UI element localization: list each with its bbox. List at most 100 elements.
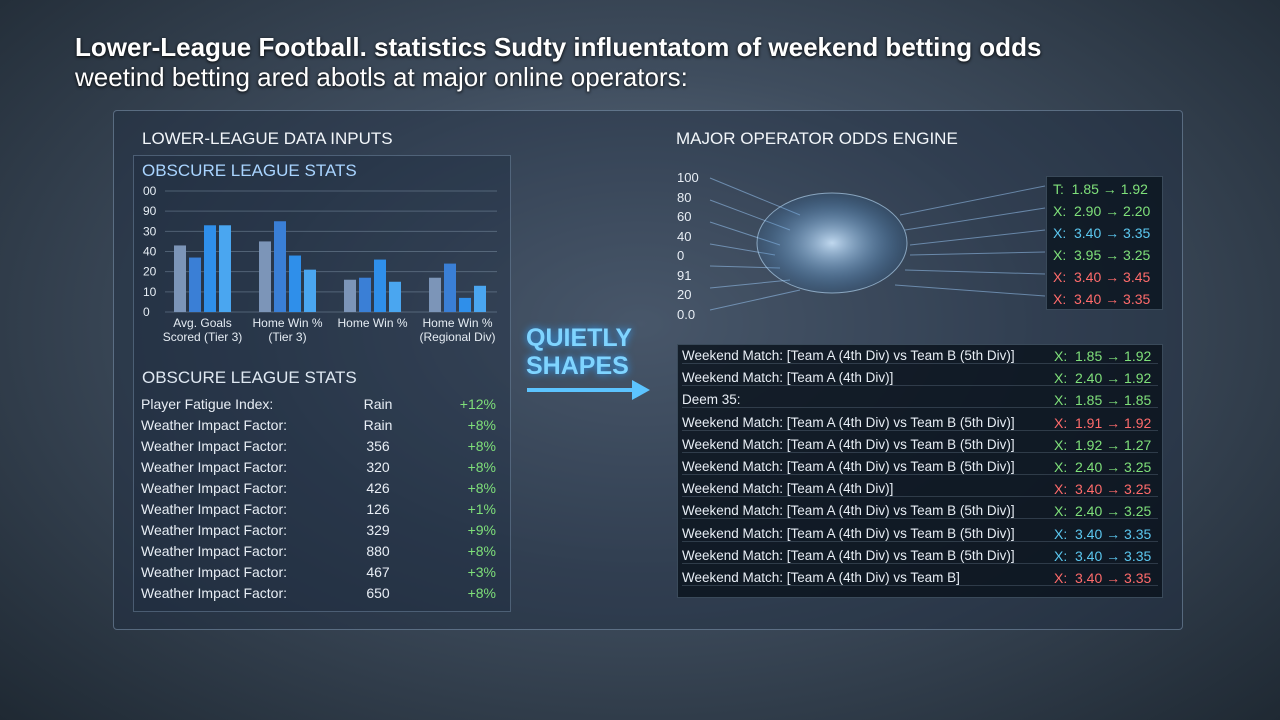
bar: [344, 279, 356, 312]
x-tick-label: Home Win % (Tier 3): [252, 316, 323, 344]
match-list: Weekend Match: [Team A (4th Div) vs Team…: [677, 344, 1163, 598]
bar: [289, 255, 301, 312]
title-line: weetind betting ared abotls at major onl…: [75, 62, 688, 92]
bar: [374, 259, 386, 312]
engine-scale-label: 80: [677, 189, 692, 205]
stat-label: Player Fatigue Index:: [141, 396, 274, 412]
odds-tile: X: 3.40 → 3.35: [1053, 291, 1151, 307]
bar: [174, 245, 186, 312]
stat-value: 880: [366, 543, 390, 559]
match-name: Weekend Match: [Team A (4th Div) vs Team…: [682, 503, 1158, 520]
stat-value: 650: [366, 585, 390, 601]
odds-tile: T: 1.85 → 1.92: [1053, 181, 1148, 197]
chart-heading: OBSCURE LEAGUE STATS: [142, 161, 357, 180]
stat-value: Rain: [363, 417, 393, 433]
match-name: Weekend Match: [Team A (4th Div) vs Team…: [682, 570, 1158, 586]
odds-tile: X: 3.95 → 3.25: [1053, 247, 1151, 263]
flow-arrow: [527, 380, 650, 400]
stat-change: +8%: [467, 438, 496, 454]
title-line: Lower-League Football. statistics Sudty …: [75, 32, 1042, 62]
match-name: Weekend Match: [Team A (4th Div) vs Team…: [682, 437, 1158, 453]
stat-value: Rain: [363, 396, 393, 412]
stat-label: Weather Impact Factor:: [141, 564, 288, 580]
engine-scale-label: 0: [677, 248, 685, 263]
engine-scale-label: 91: [677, 267, 692, 283]
engine-scale-label: 20: [677, 287, 692, 302]
match-odds: X: 1.85 → 1.85: [1054, 392, 1152, 409]
match-odds: X: 1.85 → 1.92: [1054, 348, 1152, 364]
match-name: Weekend Match: [Team A (4th Div) vs Team…: [682, 459, 1158, 475]
match-name: Weekend Match: [Team A (4th Div)]: [682, 370, 1158, 387]
match-name: Weekend Match: [Team A (4th Div) vs Team…: [682, 348, 1158, 364]
match-odds: X: 1.92 → 1.27: [1054, 436, 1152, 453]
odds-tile: X: 3.40 → 3.35: [1053, 225, 1151, 241]
odds-tile: X: 2.90 → 2.20: [1053, 203, 1151, 219]
x-tick-label: Home Win % (Regional Div): [419, 316, 496, 344]
bar: [189, 257, 201, 312]
left-heading: LOWER-LEAGUE DATA INPUTS: [142, 129, 393, 148]
stat-value: 126: [366, 501, 390, 517]
bar: [459, 297, 471, 312]
match-name: Weekend Match: [Team A (4th Div) vs Team…: [682, 415, 1158, 431]
bar: [389, 281, 401, 312]
bar: [444, 263, 456, 312]
stat-value: 467: [366, 564, 390, 580]
stat-change: +8%: [467, 459, 496, 475]
x-tick-label: Avg. Goals Scored (Tier 3): [162, 316, 243, 344]
stat-value: 426: [366, 480, 390, 496]
match-odds: X: 2.40 → 3.25: [1054, 503, 1152, 520]
stat-change: +3%: [467, 564, 496, 580]
engine-scale-label: 60: [677, 209, 692, 224]
bar: [204, 225, 216, 312]
stat-value: 356: [366, 438, 390, 454]
stat-label: Weather Impact Factor:: [141, 501, 288, 517]
match-odds: X: 1.91 → 1.92: [1054, 414, 1152, 431]
bar: [274, 221, 286, 312]
y-tick-label: 20: [143, 265, 157, 279]
match-name: Weekend Match: [Team A (4th Div) vs Team…: [682, 526, 1158, 542]
stat-label: Weather Impact Factor:: [141, 585, 288, 601]
match-odds: X: 3.40 → 3.35: [1054, 570, 1152, 586]
stats-box: [133, 155, 511, 612]
y-tick-label: 10: [143, 285, 157, 299]
stat-change: +8%: [467, 585, 496, 601]
match-odds: X: 3.40 → 3.35: [1054, 525, 1152, 542]
match-odds: X: 3.40 → 3.25: [1054, 481, 1152, 498]
engine-scale-label: 0.0: [677, 306, 696, 322]
bar: [429, 277, 441, 312]
engine-scale-label: 100: [677, 170, 699, 185]
y-tick-label: 00: [143, 184, 157, 198]
stat-value: 320: [366, 459, 390, 475]
odds-tile: X: 3.40 → 3.45: [1053, 269, 1151, 285]
stat-change: +8%: [467, 480, 496, 496]
bar: [359, 277, 371, 312]
match-name: Weekend Match: [Team A (4th Div) vs Team…: [682, 548, 1158, 564]
stat-label: Weather Impact Factor:: [141, 522, 288, 538]
y-tick-label: 90: [143, 204, 157, 218]
stat-change: +12%: [459, 396, 496, 412]
engine-scale-label: 40: [677, 228, 692, 244]
stat-label: Weather Impact Factor:: [141, 417, 288, 433]
match-name: Weekend Match: [Team A (4th Div)]: [682, 481, 1158, 498]
stat-change: +8%: [467, 543, 496, 559]
arrow-label: QUIETLY SHAPES: [526, 324, 632, 380]
stat-change: +8%: [467, 417, 496, 433]
stats-heading: OBSCURE LEAGUE STATS: [142, 368, 357, 387]
odds-tiles: T: 1.85 → 1.92 X: 2.90 → 2.20 X: 3.40 → 3.…: [1046, 176, 1163, 310]
match-odds: X: 3.40 → 3.35: [1054, 547, 1152, 564]
stat-change: +9%: [467, 522, 496, 538]
stat-label: Weather Impact Factor:: [141, 438, 288, 454]
stat-value: 329: [366, 522, 390, 538]
y-tick-label: 30: [143, 224, 157, 238]
stat-label: Weather Impact Factor:: [141, 459, 288, 475]
bar: [219, 225, 231, 312]
right-heading: MAJOR OPERATOR ODDS ENGINE: [676, 129, 958, 148]
match-odds: X: 2.40 → 1.92: [1054, 370, 1152, 387]
stat-label: Weather Impact Factor:: [141, 480, 288, 496]
bar: [474, 285, 486, 312]
stat-label: Weather Impact Factor:: [141, 543, 288, 559]
neural-net: [709, 177, 1046, 311]
y-tick-label: 40: [143, 245, 157, 259]
bar: [259, 241, 271, 312]
